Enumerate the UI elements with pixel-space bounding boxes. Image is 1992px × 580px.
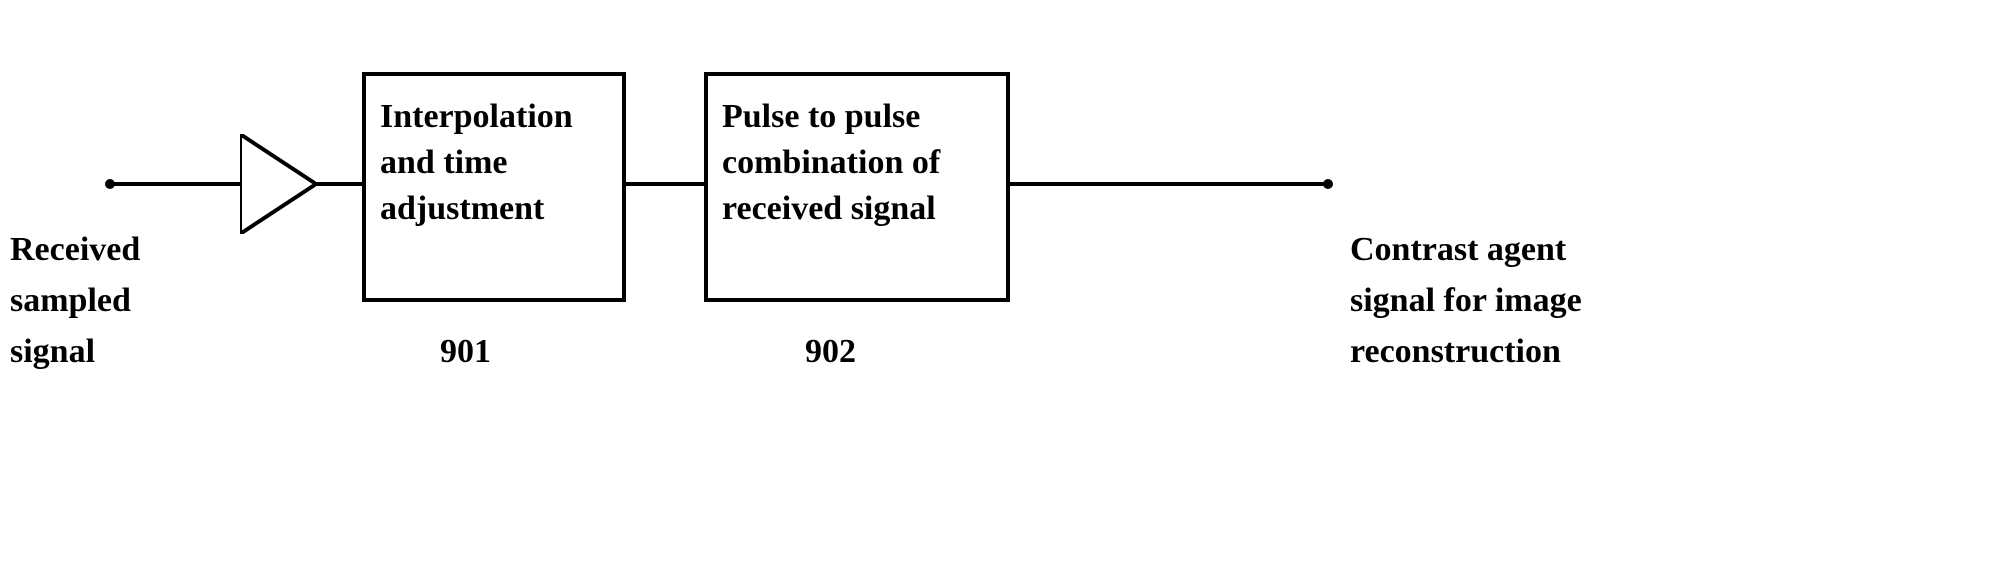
amplifier-icon: [240, 134, 316, 234]
output-label-line3: reconstruction: [1350, 326, 1582, 377]
wire-block2-to-output: [1010, 182, 1330, 186]
wire-input-to-amp: [110, 182, 242, 186]
output-label: Contrast agent signal for image reconstr…: [1350, 224, 1582, 377]
wire-block1-to-block2: [626, 182, 706, 186]
block1-ref-label: 901: [440, 333, 491, 371]
block2-line3: received signal: [722, 186, 992, 232]
block1-line2: and time: [380, 140, 608, 186]
wire-amp-to-block1: [314, 182, 364, 186]
output-label-line2: signal for image: [1350, 275, 1582, 326]
block2-line2: combination of: [722, 140, 992, 186]
output-label-line1: Contrast agent: [1350, 224, 1582, 275]
block-combination: Pulse to pulse combination of received s…: [704, 72, 1010, 302]
block-interpolation: Interpolation and time adjustment: [362, 72, 626, 302]
input-label: Received sampled signal: [10, 224, 140, 377]
output-node-dot: [1323, 179, 1333, 189]
signal-flow-diagram: Interpolation and time adjustment 901 Pu…: [0, 0, 1992, 580]
input-label-line3: signal: [10, 326, 140, 377]
input-label-line1: Received: [10, 224, 140, 275]
input-label-line2: sampled: [10, 275, 140, 326]
block1-line1: Interpolation: [380, 94, 608, 140]
block2-ref-label: 902: [805, 333, 856, 371]
block1-line3: adjustment: [380, 186, 608, 232]
block2-line1: Pulse to pulse: [722, 94, 992, 140]
